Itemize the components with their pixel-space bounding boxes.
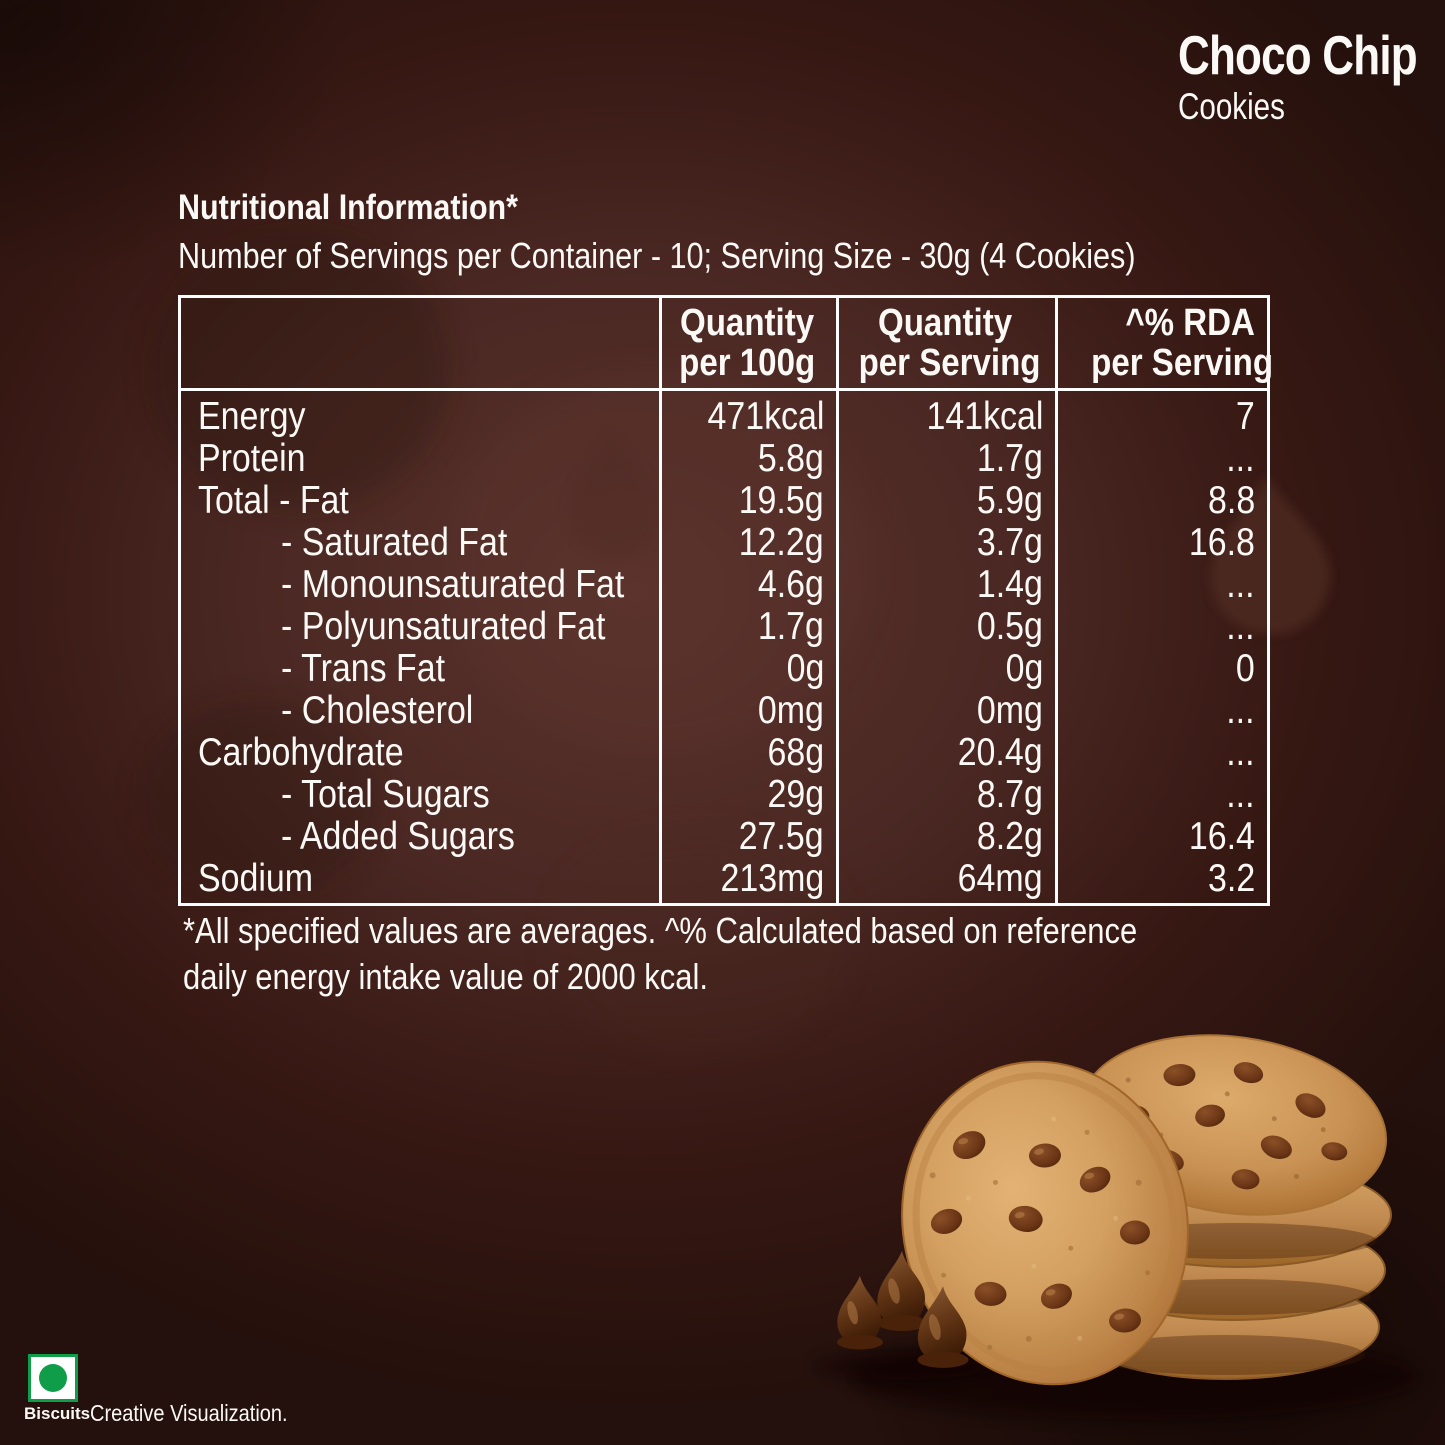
visualization-note: Creative Visualization. (90, 1400, 288, 1426)
table-row: Carbohydrate 68g 20.4g ... (178, 732, 1269, 774)
veg-green-dot (39, 1364, 67, 1392)
row-label: Protein (178, 438, 661, 480)
rda-value: ... (1055, 732, 1269, 774)
row-label: - Total Sugars (178, 774, 661, 816)
rda-value: 7 (1055, 389, 1269, 438)
per-serving-value: 3.7g (836, 522, 1057, 564)
cookies-photo (814, 1034, 1420, 1419)
table-row: - Cholesterol 0mg 0mg ... (178, 690, 1269, 732)
per-100g-value: 0g (659, 648, 838, 690)
veg-mark-icon (28, 1354, 78, 1402)
per-serving-value: 1.7g (836, 438, 1057, 480)
column-header-per-serving: Quantity per Serving (836, 296, 1057, 391)
rda-value: ... (1055, 690, 1269, 732)
table-header-row: Quantity per 100g Quantity per Serving ^… (179, 296, 1273, 391)
choco-kisses (837, 1251, 969, 1368)
per-serving-value: 20.4g (836, 732, 1057, 774)
per-100g-value: 471kcal (659, 389, 838, 438)
row-label: - Added Sugars (178, 816, 661, 858)
per-100g-value: 213mg (659, 858, 838, 905)
per-100g-value: 4.6g (659, 564, 838, 606)
table-row: Energy 471kcal 141kcal 7 (178, 389, 1269, 438)
rda-value: 3.2 (1055, 858, 1269, 905)
table-row: - Monounsaturated Fat 4.6g 1.4g ... (178, 564, 1269, 606)
per-serving-value: 0mg (836, 690, 1057, 732)
table-row: Protein 5.8g 1.7g ... (178, 438, 1269, 480)
product-title-line1: Choco Chip (1178, 24, 1418, 86)
per-serving-value: 0.5g (836, 606, 1057, 648)
rda-value: 16.4 (1055, 816, 1269, 858)
per-serving-value: 1.4g (836, 564, 1057, 606)
per-serving-value: 0g (836, 648, 1057, 690)
rda-value: 16.8 (1055, 522, 1269, 564)
per-100g-value: 5.8g (659, 438, 838, 480)
servings-info: Number of Servings per Container - 10; S… (178, 235, 1136, 276)
column-header-rda: ^% RDA per Serving (1055, 296, 1273, 391)
row-label: Total - Fat (178, 480, 661, 522)
footnote: *All specified values are averages. ^% C… (183, 910, 1138, 997)
rda-value: ... (1055, 606, 1269, 648)
row-label: - Polyunsaturated Fat (178, 606, 661, 648)
per-serving-value: 64mg (836, 858, 1057, 905)
row-label: Energy (178, 389, 661, 438)
rda-value: ... (1055, 438, 1269, 480)
per-100g-value: 27.5g (659, 816, 838, 858)
rda-value: 0 (1055, 648, 1269, 690)
table-row: - Total Sugars 29g 8.7g ... (178, 774, 1269, 816)
row-label: Sodium (178, 858, 661, 905)
table-row: - Polyunsaturated Fat 1.7g 0.5g ... (178, 606, 1269, 648)
rda-value: 8.8 (1055, 480, 1269, 522)
column-header-per-100g: Quantity per 100g (659, 296, 838, 391)
table-row: Sodium 213mg 64mg 3.2 (178, 858, 1269, 905)
per-100g-value: 68g (659, 732, 838, 774)
per-100g-value: 0mg (659, 690, 838, 732)
nutrition-heading: Nutritional Information* (178, 188, 519, 227)
row-label: - Monounsaturated Fat (178, 564, 661, 606)
per-serving-value: 5.9g (836, 480, 1057, 522)
veg-label: Biscuits (24, 1404, 91, 1423)
product-title-line2: Cookies (1178, 86, 1285, 127)
column-header-blank (179, 296, 661, 391)
rda-value: ... (1055, 564, 1269, 606)
table-row: Total - Fat 19.5g 5.9g 8.8 (178, 480, 1269, 522)
row-label: - Saturated Fat (178, 522, 661, 564)
row-label: Carbohydrate (178, 732, 661, 774)
table-row: - Saturated Fat 12.2g 3.7g 16.8 (178, 522, 1269, 564)
per-serving-value: 8.7g (836, 774, 1057, 816)
per-100g-value: 19.5g (659, 480, 838, 522)
per-100g-value: 12.2g (659, 522, 838, 564)
row-label: - Trans Fat (178, 648, 661, 690)
table-row: - Added Sugars 27.5g 8.2g 16.4 (178, 816, 1269, 858)
nutrition-table: Quantity per 100g Quantity per Serving ^… (178, 295, 1273, 906)
per-serving-value: 8.2g (836, 816, 1057, 858)
table-row: - Trans Fat 0g 0g 0 (178, 648, 1269, 690)
per-100g-value: 1.7g (659, 606, 838, 648)
per-serving-value: 141kcal (836, 389, 1057, 438)
per-100g-value: 29g (659, 774, 838, 816)
product-title: Choco Chip Cookies (1178, 24, 1445, 127)
nutrition-heading-block: Nutritional Information* Number of Servi… (178, 190, 1305, 274)
rda-value: ... (1055, 774, 1269, 816)
row-label: - Cholesterol (178, 690, 661, 732)
